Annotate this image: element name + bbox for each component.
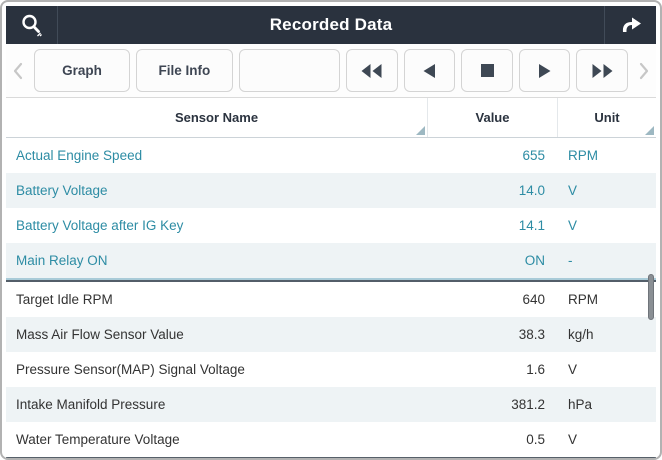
stop-icon <box>480 64 494 77</box>
sensor-value-cell: 38.3 <box>518 327 545 342</box>
step-back-icon <box>423 63 436 78</box>
page-prev-button[interactable] <box>8 50 28 92</box>
play-icon <box>538 63 551 78</box>
sensor-unit-cell: RPM <box>568 148 598 163</box>
sensor-name-cell: Actual Engine Speed <box>16 148 143 163</box>
column-label: Unit <box>594 110 620 125</box>
file-info-button[interactable]: File Info <box>136 49 233 92</box>
step-back-button[interactable] <box>403 49 456 92</box>
sensor-value-cell: 381.2 <box>511 397 545 412</box>
graph-button[interactable]: Graph <box>33 49 131 92</box>
sensor-name-cell: Battery Voltage after IG Key <box>16 218 184 233</box>
sensor-unit-cell: kg/h <box>568 327 594 342</box>
sensor-name-cell: Main Relay ON <box>16 253 108 268</box>
return-arrow-icon <box>622 17 641 32</box>
page-title: Recorded Data <box>269 15 393 34</box>
column-header-unit[interactable]: Unit <box>558 98 656 137</box>
chevron-right-icon <box>639 62 649 79</box>
blank-button[interactable] <box>238 49 340 92</box>
sensor-value-cell: 0.5 <box>526 432 545 447</box>
column-header-sensor-name[interactable]: Sensor Name <box>6 98 428 137</box>
page-next-button[interactable] <box>634 50 654 92</box>
sensor-name-cell: Mass Air Flow Sensor Value <box>16 327 184 342</box>
sensor-unit-cell: V <box>568 183 578 198</box>
sensor-unit-cell: RPM <box>568 292 598 307</box>
column-resize-handle[interactable] <box>416 126 425 135</box>
sensor-unit-cell: V <box>568 362 578 377</box>
sensor-unit-cell: V <box>568 432 578 447</box>
sensor-name-cell: Target Idle RPM <box>16 292 113 307</box>
sensor-name-cell: Pressure Sensor(MAP) Signal Voltage <box>16 362 245 377</box>
table-header: Sensor Name Value Unit <box>6 98 656 138</box>
table-row[interactable]: Main Relay ON ON - <box>6 243 656 278</box>
sensor-unit-cell: - <box>568 253 573 268</box>
sensor-value-cell: 640 <box>522 292 545 307</box>
table-row[interactable]: Battery Voltage 14.0 V <box>6 173 656 208</box>
table-row[interactable]: Water Temperature Voltage 0.5 V <box>6 422 656 457</box>
fast-forward-button[interactable] <box>576 49 629 92</box>
table-row[interactable]: Intake Manifold Pressure 381.2 hPa <box>6 387 656 422</box>
search-icon <box>22 14 42 36</box>
column-resize-handle[interactable] <box>645 126 654 135</box>
fast-forward-icon <box>592 63 613 78</box>
table-row[interactable]: Mass Air Flow Sensor Value 38.3 kg/h <box>6 317 656 352</box>
search-button[interactable] <box>6 6 58 44</box>
table-row[interactable]: Actual Engine Speed 655 RPM <box>6 138 656 173</box>
sensor-unit-cell: hPa <box>568 397 593 412</box>
column-header-value[interactable]: Value <box>428 98 558 137</box>
vertical-scrollbar-thumb[interactable] <box>648 274 654 320</box>
table-row[interactable]: Target Idle RPM 640 RPM <box>6 282 656 317</box>
group-separator <box>6 278 656 282</box>
table-row[interactable]: Battery Voltage after IG Key 14.1 V <box>6 208 656 243</box>
sensor-name-cell: Intake Manifold Pressure <box>16 397 166 412</box>
table-bottom-border <box>6 457 656 458</box>
column-label: Sensor Name <box>174 110 259 125</box>
table-row[interactable]: Pressure Sensor(MAP) Signal Voltage 1.6 … <box>6 352 656 387</box>
sensor-value-cell: 14.1 <box>518 218 545 233</box>
toolbar: Graph File Info <box>6 44 656 98</box>
sensor-value-cell: 14.0 <box>518 183 545 198</box>
sensor-name-cell: Water Temperature Voltage <box>16 432 180 447</box>
column-label: Value <box>475 110 510 125</box>
sensor-name-cell: Battery Voltage <box>16 183 108 198</box>
sensor-value-cell: ON <box>524 253 545 268</box>
stop-button[interactable] <box>461 49 513 92</box>
return-button[interactable] <box>604 6 656 44</box>
rewind-button[interactable] <box>345 49 398 92</box>
sensor-value-cell: 655 <box>522 148 545 163</box>
chevron-left-icon <box>13 62 23 79</box>
play-button[interactable] <box>518 49 571 92</box>
title-bar: Recorded Data <box>6 6 656 44</box>
sensor-unit-cell: V <box>568 218 578 233</box>
table-body: Actual Engine Speed 655 RPM Battery Volt… <box>6 138 656 457</box>
sensor-value-cell: 1.6 <box>526 362 545 377</box>
rewind-icon <box>361 63 382 78</box>
